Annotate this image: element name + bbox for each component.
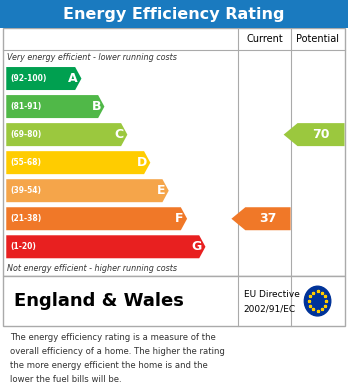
Polygon shape	[6, 179, 169, 202]
Text: Not energy efficient - higher running costs: Not energy efficient - higher running co…	[7, 264, 177, 273]
Text: 37: 37	[259, 212, 277, 225]
Text: England & Wales: England & Wales	[14, 292, 184, 310]
Polygon shape	[6, 95, 104, 118]
Text: (55-68): (55-68)	[11, 158, 42, 167]
Text: 2002/91/EC: 2002/91/EC	[244, 304, 296, 313]
Bar	[3, 276, 345, 326]
Polygon shape	[6, 67, 81, 90]
Text: Energy Efficiency Rating: Energy Efficiency Rating	[63, 7, 285, 22]
Text: (39-54): (39-54)	[11, 186, 42, 195]
Bar	[0, 0, 348, 28]
Bar	[3, 28, 345, 276]
Text: Very energy efficient - lower running costs: Very energy efficient - lower running co…	[7, 52, 177, 62]
Text: the more energy efficient the home is and the: the more energy efficient the home is an…	[10, 361, 208, 369]
Text: C: C	[115, 128, 124, 141]
Text: A: A	[68, 72, 78, 85]
Text: overall efficiency of a home. The higher the rating: overall efficiency of a home. The higher…	[10, 347, 225, 356]
Text: (81-91): (81-91)	[11, 102, 42, 111]
Polygon shape	[6, 207, 187, 230]
Text: (1-20): (1-20)	[11, 242, 37, 251]
Text: 70: 70	[312, 128, 330, 141]
Text: (21-38): (21-38)	[11, 214, 42, 223]
Text: lower the fuel bills will be.: lower the fuel bills will be.	[10, 375, 122, 384]
Polygon shape	[6, 123, 127, 146]
Text: Current: Current	[246, 34, 283, 44]
Text: D: D	[137, 156, 147, 169]
Text: The energy efficiency rating is a measure of the: The energy efficiency rating is a measur…	[10, 333, 216, 342]
Text: G: G	[192, 240, 202, 253]
Text: (92-100): (92-100)	[11, 74, 47, 83]
Polygon shape	[6, 235, 205, 258]
Text: (69-80): (69-80)	[11, 130, 42, 139]
Text: Potential: Potential	[296, 34, 339, 44]
Polygon shape	[231, 207, 291, 230]
Circle shape	[304, 286, 331, 316]
Text: F: F	[175, 212, 184, 225]
Polygon shape	[284, 123, 345, 146]
Polygon shape	[6, 151, 150, 174]
Text: B: B	[92, 100, 101, 113]
Text: EU Directive: EU Directive	[244, 290, 300, 299]
Text: E: E	[157, 184, 165, 197]
